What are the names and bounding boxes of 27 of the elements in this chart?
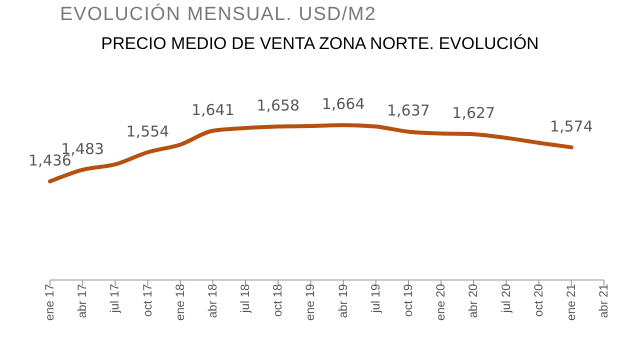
x-tick-label: jul 18: [238, 284, 252, 314]
x-tick-label: abr 19: [336, 284, 350, 318]
data-label: 1,627: [452, 104, 496, 122]
x-tick-label: ene 20: [434, 284, 448, 321]
data-label: 1,554: [126, 122, 170, 140]
chart-subtitle: PRECIO MEDIO DE VENTA ZONA NORTE. EVOLUCIÓN: [100, 34, 540, 54]
data-label: 1,637: [386, 102, 430, 120]
x-tick-label: abr 18: [205, 284, 220, 318]
x-tick-label: abr 21: [596, 284, 611, 318]
x-tick-label: oct 17: [140, 284, 154, 317]
data-label: 1,658: [256, 96, 300, 115]
x-tick-label: ene 18: [172, 284, 187, 321]
x-tick-label: ene 21: [564, 284, 578, 321]
x-tick-label: abr 17: [75, 284, 90, 318]
x-tick-label: oct 19: [400, 284, 415, 317]
x-tick-label: ene 17: [42, 284, 57, 321]
x-tick-label: ene 19: [303, 284, 318, 321]
x-tick-label: oct 20: [531, 284, 546, 317]
x-tick-label: jul 20: [498, 284, 513, 314]
x-tick-label: oct 18: [270, 284, 285, 317]
data-label: 1,574: [550, 117, 593, 136]
chart-title: EVOLUCIÓN MENSUAL. USD/M2: [60, 4, 376, 26]
data-label: 1,641: [191, 100, 234, 119]
x-tick-label: jul 17: [108, 284, 122, 314]
x-tick-label: jul 19: [368, 284, 382, 314]
x-tick-label: abr 20: [466, 284, 480, 318]
data-label: 1,664: [322, 95, 365, 114]
